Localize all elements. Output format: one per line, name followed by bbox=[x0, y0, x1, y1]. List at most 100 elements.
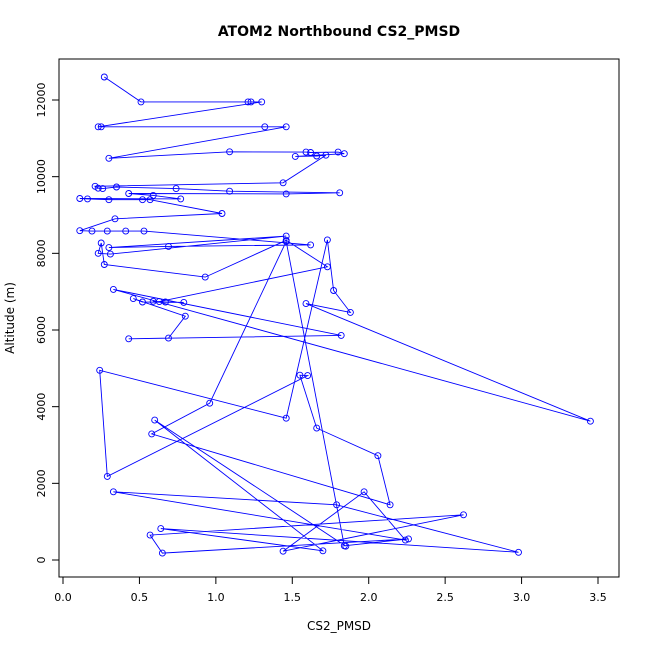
data-point bbox=[336, 189, 344, 197]
data-point bbox=[105, 154, 113, 162]
data-point bbox=[146, 196, 154, 204]
data-point bbox=[319, 547, 327, 555]
data-point bbox=[307, 149, 315, 156]
data-point bbox=[113, 183, 120, 191]
data-point bbox=[151, 416, 159, 424]
data-point bbox=[103, 472, 111, 480]
data-point bbox=[172, 185, 180, 193]
x-tick-label: 1.5 bbox=[284, 591, 302, 604]
data-point bbox=[282, 237, 290, 245]
data-point bbox=[302, 300, 310, 308]
plot-frame bbox=[58, 58, 620, 578]
data-point bbox=[247, 98, 255, 106]
x-axis: 0.0 0.5 1.0 1.5 2.0 2.5 3.0 3.5 bbox=[54, 576, 607, 604]
data-point bbox=[460, 511, 467, 519]
y-axis-label: Altitude (m) bbox=[3, 282, 17, 354]
x-tick-label: 2.0 bbox=[360, 591, 378, 604]
data-point bbox=[99, 185, 107, 193]
data-point bbox=[322, 151, 330, 159]
data-point bbox=[103, 227, 111, 235]
data-point bbox=[94, 249, 102, 257]
data-point bbox=[282, 232, 290, 240]
data-point bbox=[139, 196, 146, 204]
x-tick-label: 3.0 bbox=[513, 591, 531, 604]
data-point bbox=[161, 298, 169, 306]
x-tick-label: 3.5 bbox=[589, 591, 607, 604]
data-point bbox=[140, 227, 148, 235]
data-point bbox=[334, 148, 342, 156]
data-point bbox=[386, 501, 394, 509]
x-axis-label: CS2_PMSD bbox=[307, 619, 371, 633]
y-tick-label: 10000 bbox=[35, 159, 48, 194]
data-point bbox=[84, 195, 91, 203]
data-point bbox=[148, 430, 156, 438]
data-point bbox=[279, 547, 287, 555]
data-point bbox=[177, 195, 185, 203]
data-point bbox=[313, 424, 321, 432]
data-point bbox=[180, 298, 188, 306]
data-point bbox=[302, 148, 310, 156]
data-point bbox=[360, 488, 368, 496]
y-tick-label: 4000 bbox=[35, 393, 48, 421]
data-point bbox=[515, 548, 522, 556]
data-point bbox=[100, 261, 108, 268]
data-point bbox=[137, 98, 145, 106]
data-point bbox=[201, 273, 209, 281]
data-point bbox=[313, 152, 321, 160]
data-point bbox=[109, 488, 117, 496]
x-tick-label: 0.5 bbox=[131, 591, 149, 604]
data-point bbox=[337, 331, 345, 339]
data-point bbox=[109, 285, 117, 293]
data-point bbox=[282, 190, 290, 198]
data-point bbox=[97, 123, 105, 131]
data-point bbox=[146, 531, 154, 539]
data-point bbox=[94, 123, 102, 131]
data-point bbox=[105, 196, 113, 204]
data-point bbox=[323, 236, 331, 244]
y-axis: 0 2000 4000 6000 8000 10000 12000 bbox=[35, 83, 60, 564]
data-point bbox=[165, 242, 172, 250]
data-point bbox=[226, 187, 234, 195]
data-point bbox=[139, 298, 146, 306]
chart-title: ATOM2 Northbound CS2_PMSD bbox=[218, 24, 460, 40]
data-point bbox=[76, 195, 84, 202]
data-point bbox=[405, 535, 412, 543]
x-tick-label: 1.0 bbox=[207, 591, 225, 604]
y-tick-label: 12000 bbox=[35, 83, 48, 118]
y-tick-label: 2000 bbox=[35, 469, 48, 497]
data-point bbox=[258, 98, 266, 106]
data-point bbox=[330, 287, 338, 294]
data-point bbox=[282, 414, 290, 422]
data-point bbox=[96, 366, 104, 374]
data-point bbox=[76, 227, 84, 235]
data-point bbox=[206, 399, 214, 407]
data-point bbox=[346, 308, 354, 316]
data-point bbox=[374, 452, 382, 460]
data-point bbox=[304, 372, 312, 380]
data-point bbox=[307, 241, 315, 249]
data-point bbox=[97, 239, 105, 247]
data-point bbox=[125, 190, 133, 197]
data-point bbox=[261, 123, 269, 131]
data-point bbox=[105, 244, 113, 252]
data-point bbox=[149, 297, 157, 305]
data-point bbox=[125, 335, 133, 343]
data-point bbox=[106, 250, 114, 258]
x-tick-label: 2.5 bbox=[436, 591, 454, 604]
data-point bbox=[181, 312, 189, 320]
y-tick-label: 8000 bbox=[35, 239, 48, 267]
data-point bbox=[340, 150, 348, 158]
data-point bbox=[88, 227, 96, 235]
data-point bbox=[323, 263, 331, 271]
y-tick-label: 0 bbox=[35, 557, 48, 564]
data-point bbox=[279, 179, 287, 187]
data-point bbox=[282, 123, 290, 131]
y-tick-label: 6000 bbox=[35, 316, 48, 344]
x-tick-label: 0.0 bbox=[54, 591, 72, 604]
data-point bbox=[122, 227, 130, 235]
plot-area bbox=[76, 73, 594, 557]
data-point bbox=[129, 295, 137, 303]
data-point bbox=[333, 501, 341, 509]
data-point bbox=[586, 417, 594, 425]
